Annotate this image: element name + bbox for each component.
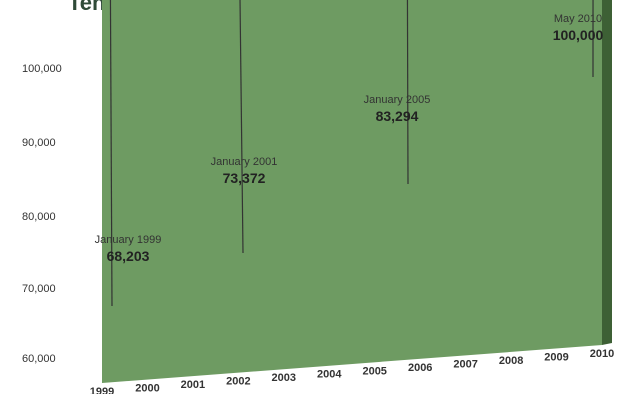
y-tick-label: 100,000 (22, 63, 62, 75)
area-series (102, 0, 612, 383)
annotation-value: 83,294 (376, 108, 419, 124)
x-tick-label: 2007 (453, 358, 477, 370)
x-tick-label: 2004 (317, 369, 342, 381)
x-tick-label: 2003 (272, 372, 296, 384)
x-tick-label: 2008 (499, 355, 523, 367)
y-tick-label: 60,000 (22, 353, 56, 365)
area-fill (102, 0, 602, 383)
x-tick-label: 2006 (408, 362, 432, 374)
x-tick-label: 1999 (90, 386, 114, 394)
x-axis-ticks: 1999 2000 2001 2002 2003 2004 2005 2006 2007 2008… (90, 348, 614, 394)
annotations: January 1999 68,203 January 2001 73,372 Janu… (95, 0, 604, 307)
y-tick-label: 70,000 (22, 283, 56, 295)
x-tick-label: 2005 (362, 365, 386, 377)
annotation-value: 73,372 (223, 170, 266, 186)
x-tick-label: 2002 (226, 376, 250, 388)
annotation-date: January 1999 (95, 234, 162, 246)
annotation-date: January 2005 (364, 94, 431, 106)
x-tick-label: 2009 (544, 352, 568, 364)
annotation-date: May 2010 (554, 13, 602, 25)
y-tick-label: 90,000 (22, 137, 56, 149)
annotation-value: 100,000 (553, 27, 604, 43)
x-tick-label: 2000 (135, 383, 159, 394)
annotation-value: 68,203 (107, 248, 150, 264)
area-side-face (602, 0, 612, 345)
annotation-date: January 2001 (211, 156, 278, 168)
x-tick-label: 2001 (181, 379, 205, 391)
y-tick-label: 80,000 (22, 211, 56, 223)
x-tick-label: 2010 (590, 348, 614, 360)
y-axis-ticks: 60,000 70,000 80,000 90,000 100,000 (22, 63, 62, 365)
